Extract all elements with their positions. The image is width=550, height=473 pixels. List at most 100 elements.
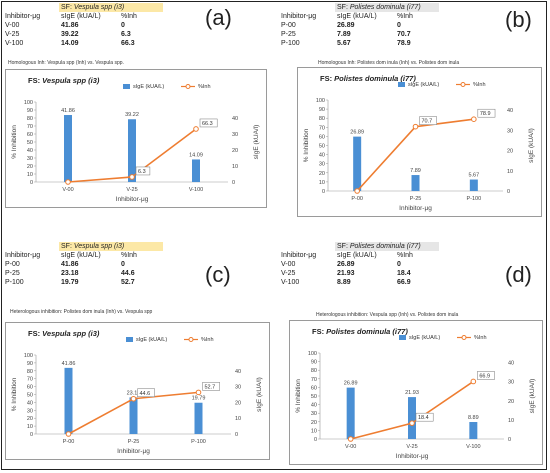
y-tick-label-left: 0 [322,189,325,195]
table-cell: 70.7 [397,31,411,38]
table-cell: V-25 [281,270,296,277]
legend-label-inh: %Inh [201,337,214,343]
sf-label: SF: Vespula spp (i3) [59,3,163,12]
y-tick-label-right: 0 [507,189,510,195]
y-tick-label-left: 10 [319,180,325,186]
y-tick-label-left: 0 [30,432,33,438]
y-tick-label-left: 40 [27,400,33,406]
table-header: Inhibitor-μg [281,13,317,20]
y-tick-label-left: 30 [27,408,33,414]
x-axis-title: Inhibitor-μg [117,448,150,455]
table-cell: 66.9 [397,279,411,286]
chart-c: FS: Vespula spp (i3) sIgE (kUA/L) %Inh 0 10 2… [5,322,270,460]
chart-title: FS: Polistes dominula (i77) [312,327,408,336]
line-label-box [419,116,437,125]
chart-b: FS: Polistes dominula (i77) sIgE (kUA/L)%… [297,67,542,217]
legend-marker-inh [188,337,194,342]
legend-swatch-sige [399,335,406,340]
y-axis-title-right: sIgE (kUA/l) [256,377,263,412]
bar-data-label: 41.86 [61,108,75,114]
bar-sige [129,397,138,434]
y-tick-label-right: 20 [507,149,513,155]
table-cell: 23.18 [61,270,79,277]
line-marker-inh [193,126,199,132]
y-tick-label-left: 40 [27,148,33,154]
y-tick-label-left: 40 [319,153,325,159]
legend-swatch-sige [123,84,130,89]
y-tick-label-left: 80 [319,116,325,122]
legend-label-sige: sIgE (kUA/L) [408,82,439,88]
table-header: sIgE (kUA/L) [337,13,377,20]
table-cell: 14.09 [61,40,79,47]
y-tick-label-left: 70 [311,377,317,383]
line-marker-inh [412,123,419,130]
y-tick-label-right: 10 [235,416,241,422]
bar-data-label: 8.89 [468,415,479,421]
x-tick-label: P-25 [410,196,422,202]
bar-data-label: 26.89 [344,381,358,387]
panel-letter-a: (a) [205,5,232,30]
chart-d: FS: Polistes dominula (i77) sIgE (kUA/L)%… [289,320,543,465]
x-tick-label: P-100 [466,196,481,202]
y-tick-label-right: 0 [508,437,511,443]
chart-svg: FS: Vespula spp (i3) sIgE (kUA/L) %Inh 0 10 2… [11,329,263,455]
y-tick-label-left: 80 [27,369,33,375]
legend-swatch-sige [126,337,133,342]
x-tick-label: P-25 [128,439,140,445]
y-axis-title-left: % Inhibition [11,125,18,159]
x-tick-label: V-00 [345,444,356,450]
legend-marker-inh [460,82,466,87]
legend-label-sige: sIgE (kUA/L) [133,84,164,90]
legend-label-sige: sIgE (kUA/L) [136,337,167,343]
x-tick-label: P-100 [191,439,206,445]
y-tick-label-left: 70 [27,377,33,383]
chart-title-species: Polistes dominula (i77) [334,74,416,83]
y-tick-label-right: 40 [232,116,238,122]
table-header: Inhibitor-μg [281,252,317,259]
line-marker-inh [470,378,477,385]
y-tick-label-right: 40 [508,361,514,367]
line-label-box [415,412,434,422]
bar-data-label: 41.86 [62,361,76,367]
line-data-label: 44.6 [140,391,151,397]
table-cell: 5.67 [337,40,351,47]
bar-sige [192,159,200,182]
y-tick-label-left: 80 [311,368,317,374]
table-cell: 0 [397,22,401,29]
table-header: Inhibitor-μg [5,252,41,259]
sf-label: SF: Polistes dominula (i77) [335,242,439,251]
y-tick-label-left: 60 [319,134,325,140]
table-cell: V-100 [5,40,24,47]
sf-label: SF: Polistes dominula (i77) [335,3,439,12]
table-cell: 41.86 [61,22,79,29]
bar-sige [194,402,203,434]
y-axis-title-left: % Inhibition [11,377,18,411]
table-cell: P-25 [5,270,20,277]
x-axis-title: Inhibitor-μg [399,205,432,212]
table-cell: 52.7 [121,279,135,286]
y-axis-title-left: % Inhibition [295,379,302,413]
y-tick-label-right: 20 [508,399,514,405]
table-cell: 44.6 [121,270,135,277]
panel-note-d: Heterologous inhibition: Vespula spp (In… [316,312,459,318]
x-tick-label: V-25 [126,187,137,193]
bar-sige [346,387,355,439]
y-tick-label-right: 10 [508,418,514,424]
table-header: sIgE (kUA/L) [61,252,101,259]
y-tick-label-left: 20 [319,171,325,177]
table-cell: P-25 [281,31,296,38]
y-tick-label-right: 20 [235,400,241,406]
legend-label-inh: %Inh [474,335,487,341]
y-axis-title-right: sIgE (kUA/l) [253,125,260,160]
table-cell: V-25 [5,31,20,38]
table-cell: 7.89 [337,31,351,38]
chart-title-species: Vespula spp (i3) [42,329,100,338]
sf-table-b: SF: Polistes dominula (i77) Inhibitor-μg… [279,3,439,48]
chart-svg: FS: Polistes dominula (i77)sIgE (kUA/L)%… [303,74,535,212]
y-tick-label-left: 70 [27,124,33,130]
table-cell: P-100 [281,40,300,47]
y-tick-label-left: 90 [27,108,33,114]
table-cell: 0 [121,22,125,29]
bar-sige [408,397,416,439]
line-label-box [137,388,155,398]
